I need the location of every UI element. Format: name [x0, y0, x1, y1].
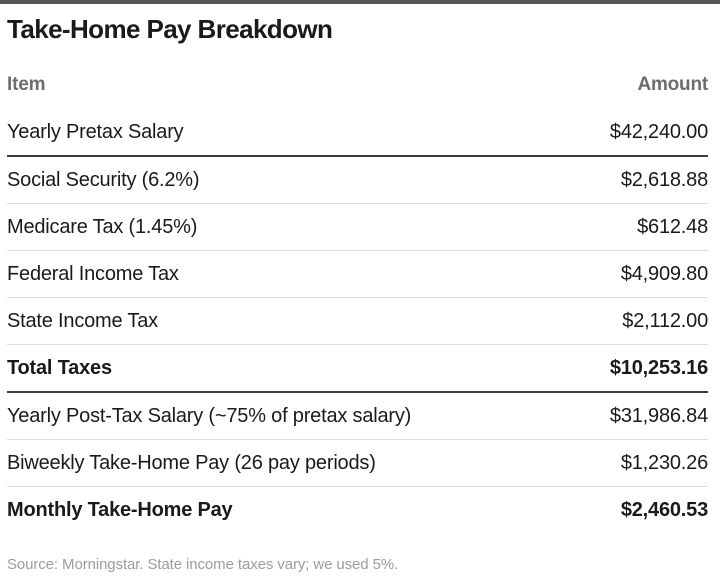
page-title: Take-Home Pay Breakdown [7, 14, 333, 44]
table-row: Social Security (6.2%) $2,618.88 [7, 157, 708, 204]
row-amount-value: $1,230.26 [620, 451, 708, 474]
table-header-row: Item Amount [7, 74, 708, 109]
row-item-label: Social Security (6.2%) [7, 168, 200, 191]
table-row: State Income Tax $2,112.00 [7, 298, 708, 345]
source-note: Source: Morningstar. State income taxes … [7, 556, 399, 573]
top-rule [0, 0, 720, 4]
row-amount-value: $31,986.84 [609, 404, 708, 427]
column-header-item: Item [7, 74, 46, 95]
row-amount-value: $612.48 [637, 215, 708, 238]
row-item-label: Medicare Tax (1.45%) [7, 215, 198, 238]
row-amount-value: $2,112.00 [622, 309, 708, 332]
table-row: Biweekly Take-Home Pay (26 pay periods) $… [7, 440, 708, 487]
table-row: Monthly Take-Home Pay $2,460.53 [7, 487, 708, 533]
row-item-label: Federal Income Tax [7, 262, 179, 285]
row-item-label: Yearly Pretax Salary [7, 120, 184, 143]
row-amount-value: $2,618.88 [620, 168, 708, 191]
table-row: Yearly Pretax Salary $42,240.00 [7, 109, 708, 157]
row-amount-value: $42,240.00 [609, 120, 708, 143]
row-item-label: Biweekly Take-Home Pay (26 pay periods) [7, 451, 376, 474]
table-row: Medicare Tax (1.45%) $612.48 [7, 204, 708, 251]
row-amount-value: $4,909.80 [620, 262, 708, 285]
row-item-label: Monthly Take-Home Pay [7, 498, 233, 521]
row-amount-value: $10,253.16 [609, 356, 708, 379]
table-content: Take-Home Pay Breakdown Item Amount Year… [0, 13, 720, 573]
table-row: Yearly Post-Tax Salary (~75% of pretax s… [7, 393, 708, 440]
row-item-label: Total Taxes [7, 356, 112, 379]
row-amount-value: $2,460.53 [620, 498, 708, 521]
table-row: Federal Income Tax $4,909.80 [7, 251, 708, 298]
row-item-label: State Income Tax [7, 309, 158, 332]
table-row: Total Taxes $10,253.16 [7, 345, 708, 393]
table-body: Yearly Pretax Salary $42,240.00 Social Sec… [7, 109, 708, 533]
column-header-amount: Amount [637, 74, 708, 95]
row-item-label: Yearly Post-Tax Salary (~75% of pretax s… [7, 404, 412, 427]
